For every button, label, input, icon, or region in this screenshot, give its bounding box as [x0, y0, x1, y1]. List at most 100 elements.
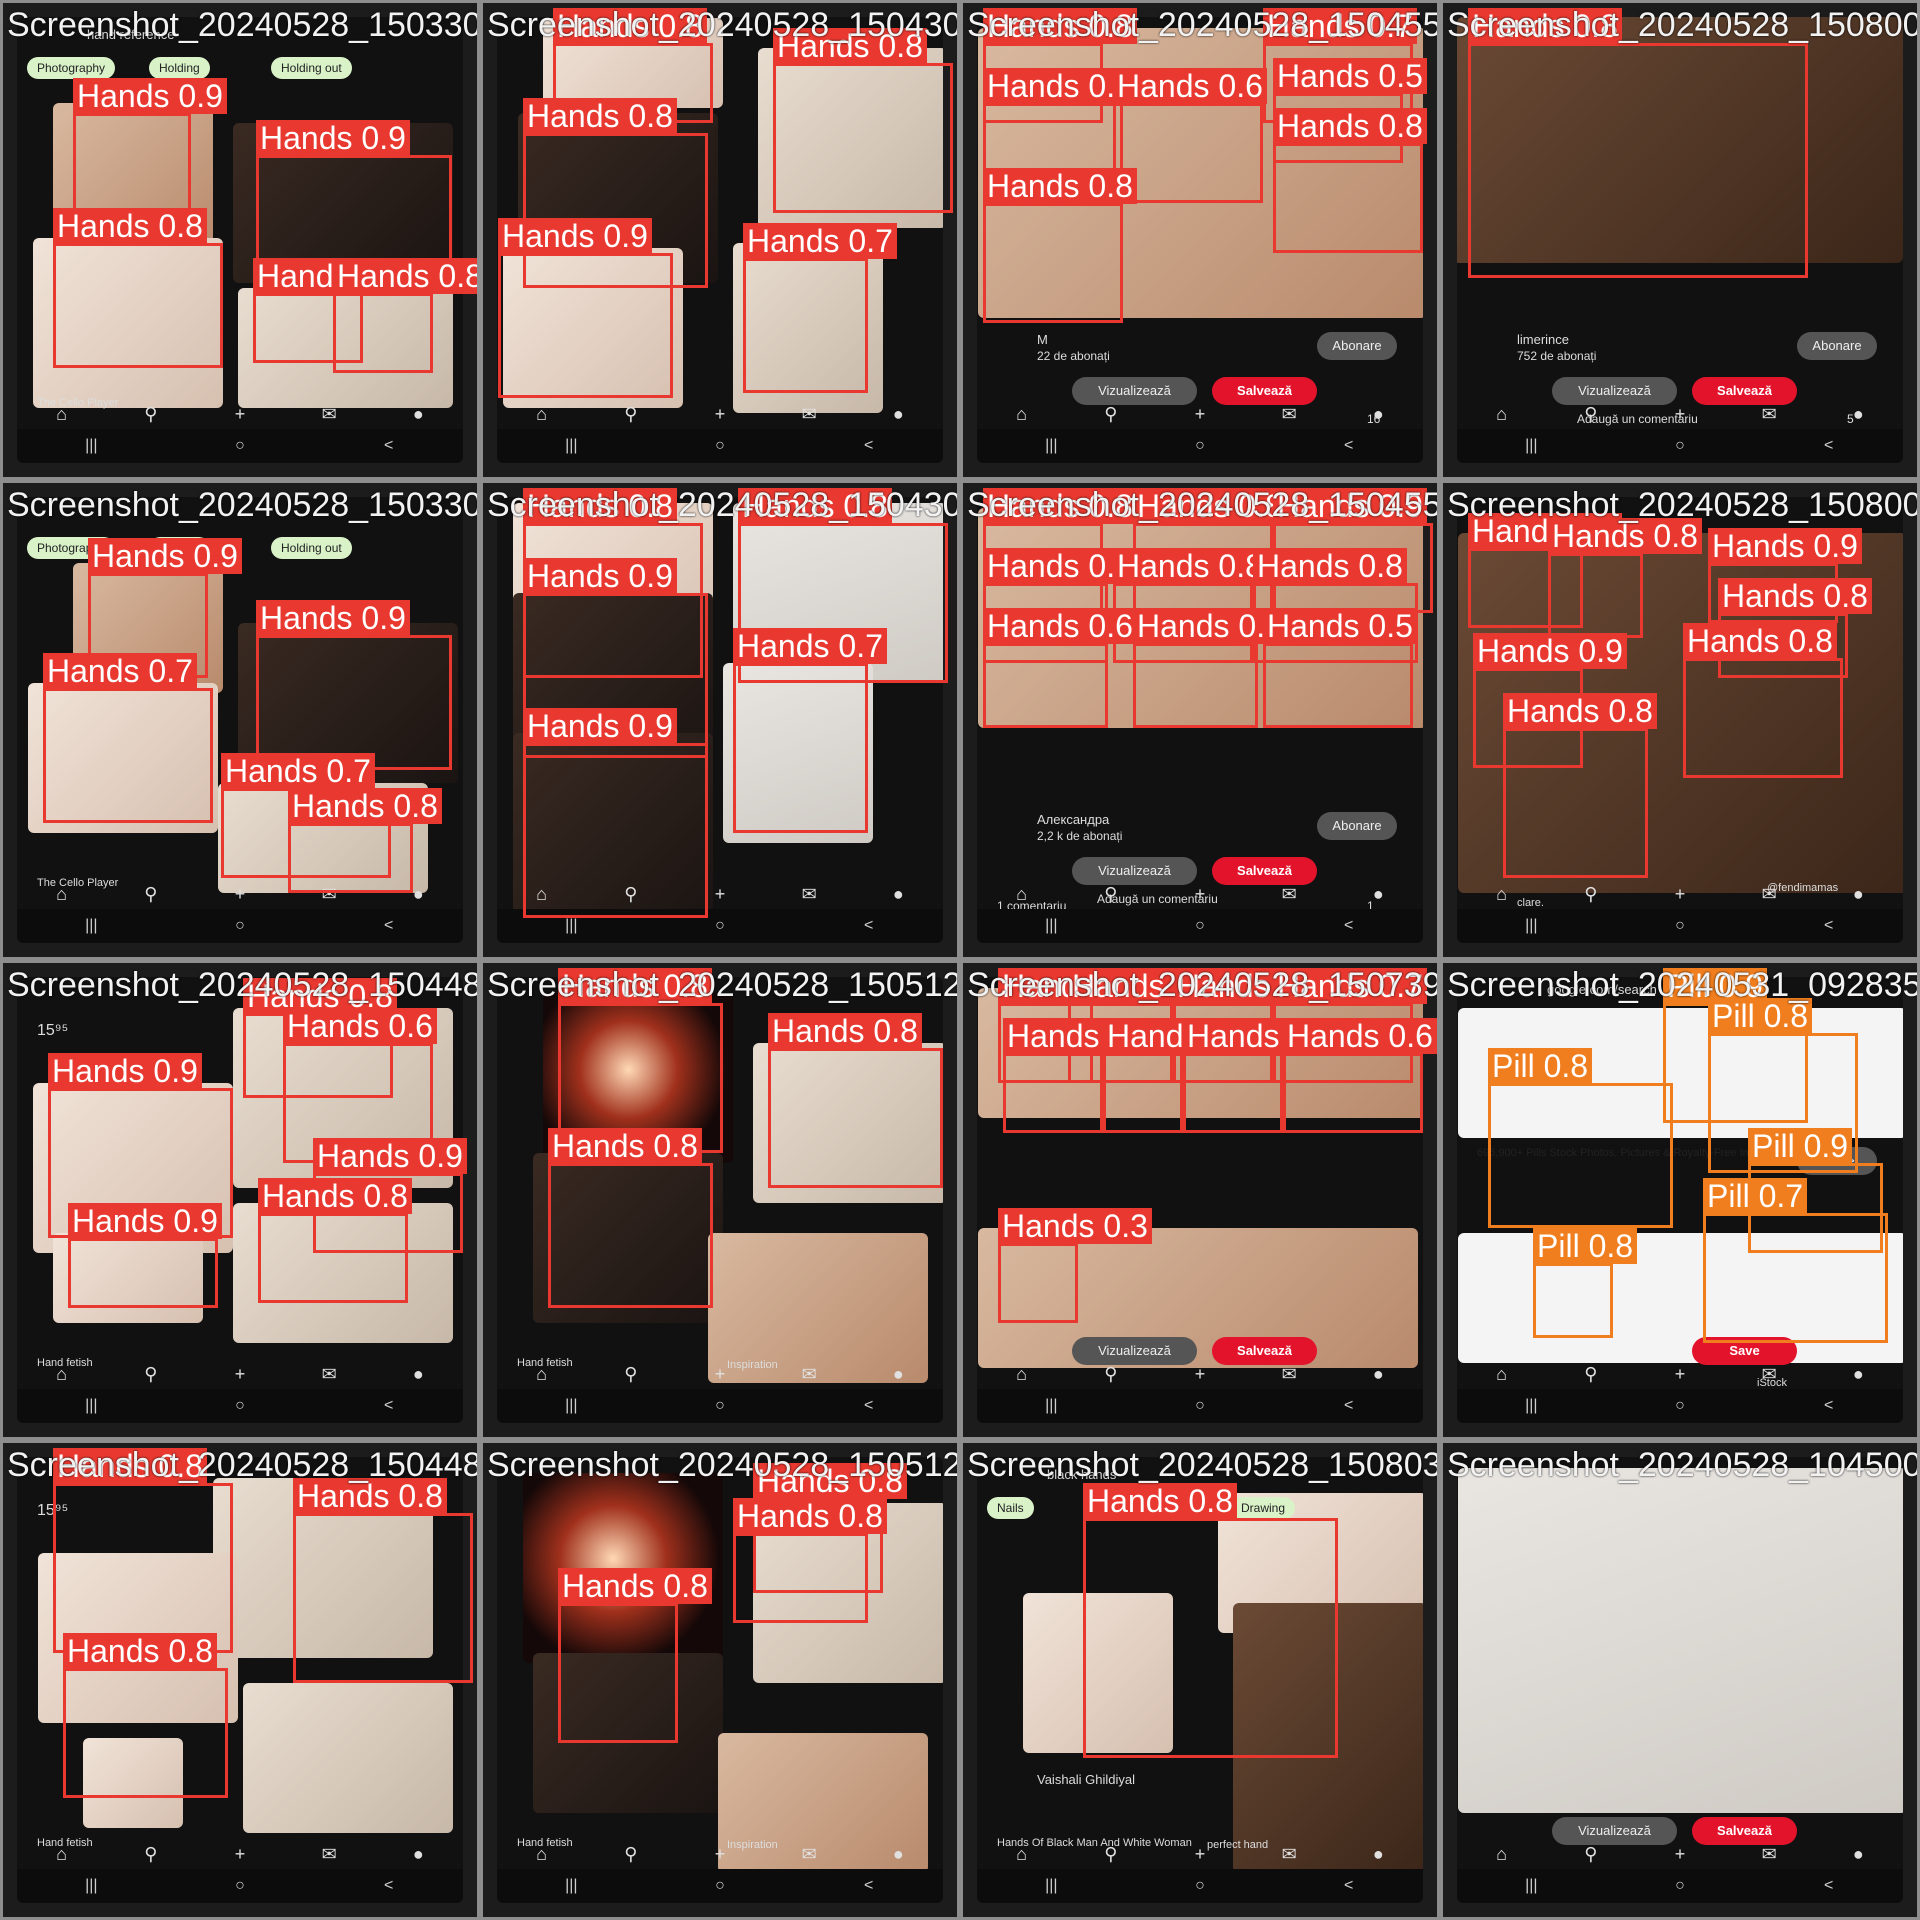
search-icon[interactable]: ⚲: [624, 884, 638, 904]
plus-icon[interactable]: +: [714, 884, 726, 904]
recents-icon[interactable]: |||: [1045, 1397, 1058, 1414]
pin-image[interactable]: [53, 1233, 203, 1323]
plus-icon[interactable]: +: [234, 884, 246, 904]
search-icon[interactable]: ⚲: [1584, 1844, 1598, 1864]
home-icon[interactable]: ⌂: [1496, 1844, 1508, 1864]
recents-icon[interactable]: |||: [85, 1877, 98, 1894]
home-icon[interactable]: ⌂: [56, 884, 68, 904]
pin-image[interactable]: [33, 238, 223, 408]
search-icon[interactable]: ⚲: [1584, 884, 1598, 904]
filter-chip[interactable]: Nails: [987, 1497, 1034, 1519]
chat-icon[interactable]: ✉: [1281, 884, 1297, 904]
profile-icon[interactable]: ●: [412, 1364, 424, 1384]
chat-icon[interactable]: ✉: [1281, 1364, 1297, 1384]
pin-image[interactable]: [533, 1653, 723, 1813]
back-icon[interactable]: <: [863, 437, 874, 454]
home-circle-icon[interactable]: ○: [715, 1397, 725, 1414]
home-circle-icon[interactable]: ○: [715, 1877, 725, 1894]
plus-icon[interactable]: +: [1194, 884, 1206, 904]
recents-icon[interactable]: |||: [1525, 917, 1538, 934]
search-icon[interactable]: ⚲: [1104, 1844, 1118, 1864]
home-icon[interactable]: ⌂: [536, 884, 548, 904]
home-circle-icon[interactable]: ○: [1195, 437, 1205, 454]
profile-icon[interactable]: ●: [1372, 884, 1384, 904]
pin-image[interactable]: [503, 248, 683, 408]
profile-icon[interactable]: ●: [1372, 1844, 1384, 1864]
back-icon[interactable]: <: [1343, 1397, 1354, 1414]
search-input[interactable]: hand reference: [87, 27, 175, 42]
home-icon[interactable]: ⌂: [1496, 1364, 1508, 1384]
search-icon[interactable]: ⚲: [1104, 1364, 1118, 1384]
home-icon[interactable]: ⌂: [56, 1364, 68, 1384]
profile-icon[interactable]: ●: [892, 404, 904, 424]
comment-input[interactable]: Adaugă un comentariu: [1097, 892, 1218, 906]
pin-image[interactable]: [1233, 1603, 1423, 1873]
home-icon[interactable]: ⌂: [1016, 1844, 1028, 1864]
search-icon[interactable]: ⚲: [144, 884, 158, 904]
pin-image[interactable]: [238, 288, 453, 408]
search-icon[interactable]: ⚲: [144, 1364, 158, 1384]
filter-chip[interactable]: Holding out: [271, 57, 352, 79]
save-button[interactable]: Salvează: [1692, 1817, 1797, 1845]
profile-icon[interactable]: ●: [412, 884, 424, 904]
home-circle-icon[interactable]: ○: [715, 437, 725, 454]
filter-chip[interactable]: Drawing: [1231, 1497, 1296, 1519]
home-icon[interactable]: ⌂: [1016, 1364, 1028, 1384]
pin-image[interactable]: [28, 683, 218, 833]
filter-chip[interactable]: Photography: [27, 57, 116, 79]
url-bar[interactable]: google.com/search: [1547, 982, 1657, 997]
plus-icon[interactable]: +: [1194, 1844, 1206, 1864]
home-circle-icon[interactable]: ○: [1195, 1397, 1205, 1414]
home-circle-icon[interactable]: ○: [235, 1877, 245, 1894]
search-icon[interactable]: ⚲: [624, 1844, 638, 1864]
chat-icon[interactable]: ✉: [1761, 1364, 1777, 1384]
pin-image[interactable]: [513, 733, 713, 923]
filter-chip[interactable]: Holding: [149, 57, 210, 79]
recents-icon[interactable]: |||: [565, 917, 578, 934]
pin-image[interactable]: [1457, 17, 1903, 263]
home-circle-icon[interactable]: ○: [1675, 1397, 1685, 1414]
profile-icon[interactable]: ●: [892, 1844, 904, 1864]
comment-input[interactable]: Adaugă un comentariu: [1577, 412, 1698, 426]
profile-icon[interactable]: ●: [1852, 884, 1864, 904]
chat-icon[interactable]: ✉: [1281, 1844, 1297, 1864]
back-icon[interactable]: <: [1343, 437, 1354, 454]
search-icon[interactable]: ⚲: [624, 404, 638, 424]
recents-icon[interactable]: |||: [565, 437, 578, 454]
follow-button[interactable]: Abonare: [1317, 332, 1397, 360]
home-circle-icon[interactable]: ○: [1195, 1877, 1205, 1894]
home-icon[interactable]: ⌂: [1496, 404, 1508, 424]
pin-image[interactable]: [758, 48, 943, 228]
save-button[interactable]: Salvează: [1692, 377, 1797, 405]
home-circle-icon[interactable]: ○: [235, 437, 245, 454]
search-icon[interactable]: ⚲: [144, 404, 158, 424]
search-icon[interactable]: ⚲: [1584, 404, 1598, 424]
profile-icon[interactable]: ●: [1852, 1364, 1864, 1384]
back-icon[interactable]: <: [863, 1877, 874, 1894]
profile-icon[interactable]: ●: [1372, 1364, 1384, 1384]
recents-icon[interactable]: |||: [1525, 1397, 1538, 1414]
chat-icon[interactable]: ✉: [321, 1364, 337, 1384]
back-icon[interactable]: <: [383, 917, 394, 934]
back-icon[interactable]: <: [1823, 917, 1834, 934]
profile-icon[interactable]: ●: [412, 1844, 424, 1864]
recents-icon[interactable]: |||: [1525, 1877, 1538, 1894]
recents-icon[interactable]: |||: [565, 1397, 578, 1414]
recents-icon[interactable]: |||: [1045, 1877, 1058, 1894]
home-circle-icon[interactable]: ○: [1195, 917, 1205, 934]
back-icon[interactable]: <: [383, 1397, 394, 1414]
recents-icon[interactable]: |||: [1045, 917, 1058, 934]
follow-button[interactable]: Abonare: [1317, 812, 1397, 840]
pin-author[interactable]: Александра: [1037, 812, 1110, 827]
view-button[interactable]: Vizualizează: [1072, 1337, 1197, 1365]
chat-icon[interactable]: ✉: [1281, 404, 1297, 424]
home-icon[interactable]: ⌂: [56, 1844, 68, 1864]
chat-icon[interactable]: ✉: [801, 884, 817, 904]
pin-image[interactable]: [233, 1203, 453, 1343]
chat-icon[interactable]: ✉: [321, 1844, 337, 1864]
pin-image[interactable]: [83, 1738, 183, 1828]
home-circle-icon[interactable]: ○: [235, 917, 245, 934]
pin-image[interactable]: [733, 243, 883, 413]
pin-image[interactable]: [978, 1228, 1418, 1368]
recents-icon[interactable]: |||: [85, 1397, 98, 1414]
